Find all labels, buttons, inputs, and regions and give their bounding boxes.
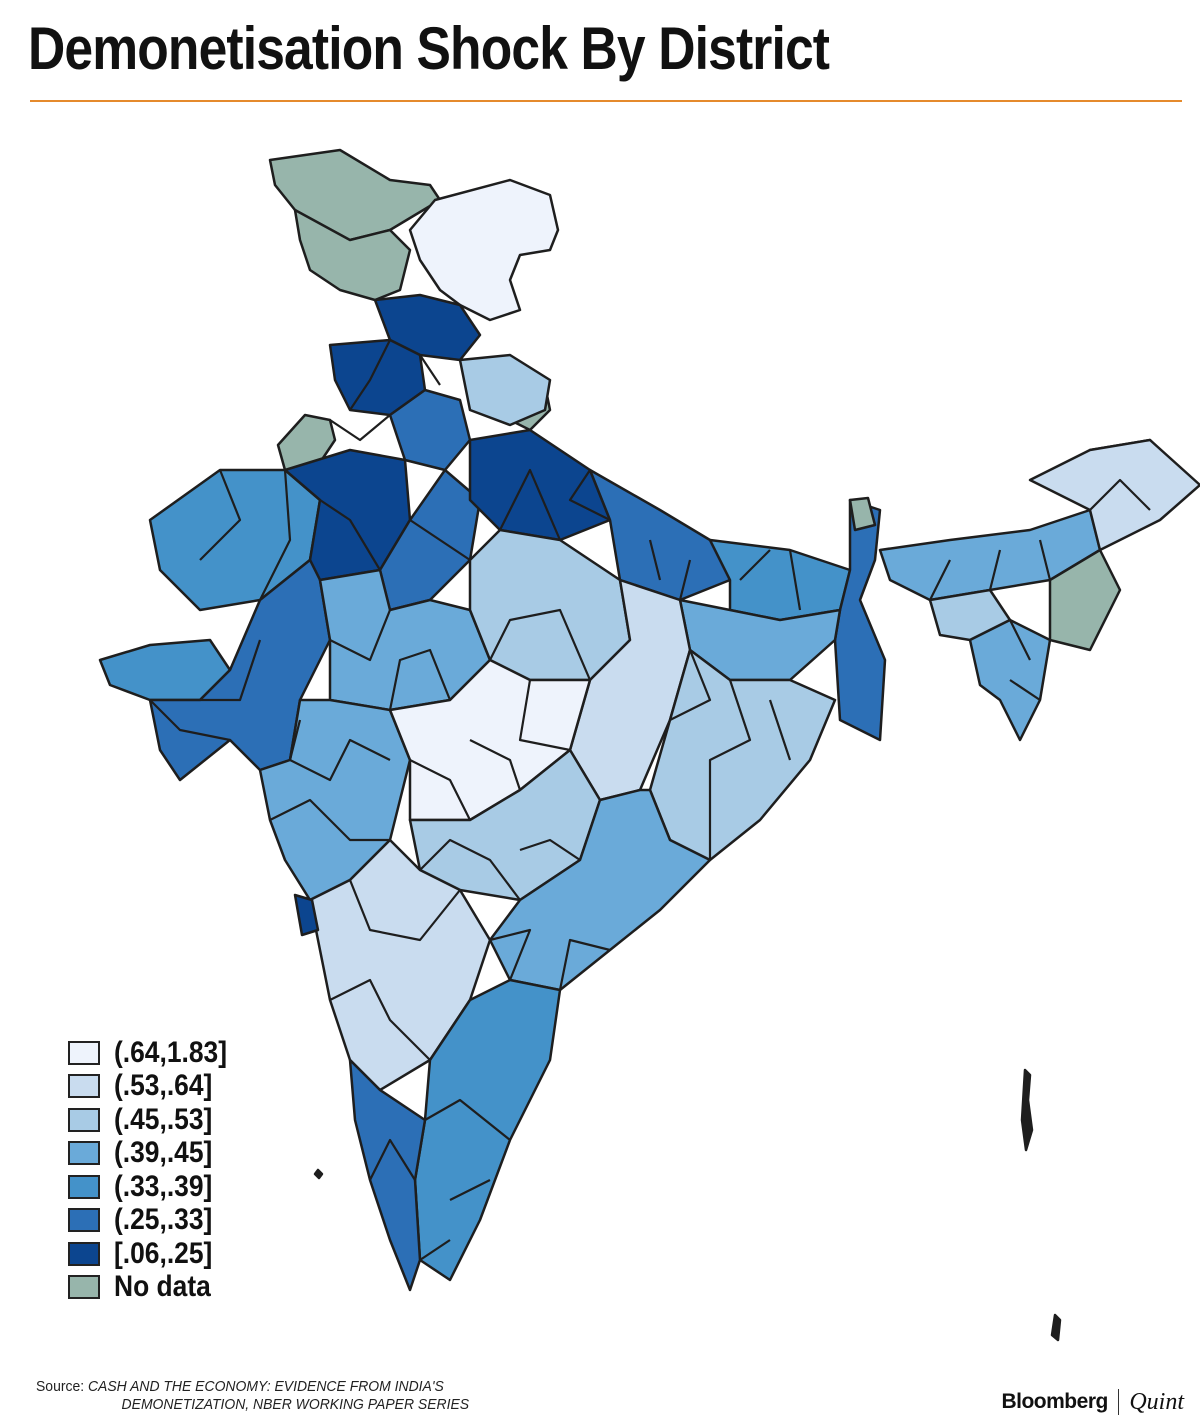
region-jk — [293, 208, 412, 302]
legend-label: (.39,.45] — [114, 1136, 213, 1170]
legend-label: (.33,.39] — [114, 1169, 213, 1203]
legend-swatch — [68, 1107, 100, 1132]
region-maharashtra-west — [258, 698, 412, 902]
region-nicobar-islands — [1050, 1313, 1062, 1342]
region-arunachal — [1028, 438, 1200, 552]
brand-logo: Bloomberg Quint — [1001, 1386, 1184, 1418]
legend-swatch — [68, 1275, 100, 1300]
region-up-east — [588, 468, 732, 602]
map-legend: (.64,1.83] (.53,.64] (.45,.53] (.39,.45] (.3… — [68, 1036, 298, 1304]
legend-label: (.25,.33] — [114, 1203, 213, 1237]
legend-swatch — [68, 1241, 100, 1266]
india-district-map — [98, 148, 1200, 1342]
title-divider — [30, 100, 1182, 102]
legend-item: (.64,1.83] — [68, 1036, 298, 1070]
legend-item: No data — [68, 1270, 298, 1305]
source-line-2: DEMONETIZATION, NBER WORKING PAPER SERIE… — [121, 1396, 470, 1413]
source-lead: Source: — [36, 1378, 85, 1395]
region-nagaland-manipur — [1048, 548, 1122, 652]
region-andaman-islands — [1020, 1068, 1034, 1152]
region-goa — [293, 893, 320, 937]
legend-swatch — [68, 1174, 100, 1199]
region-karnataka — [308, 838, 492, 1092]
lightest-regions — [408, 178, 560, 322]
map-title: Demonetisation Shock By District — [28, 15, 830, 82]
region-mp-east — [468, 528, 632, 682]
legend-item: (.39,.45] — [68, 1136, 298, 1171]
legend-label: No data — [114, 1270, 211, 1304]
legend-swatch — [68, 1040, 100, 1065]
district-boundary-lines — [149, 339, 1151, 1261]
source-line-1: CASH AND THE ECONOMY: EVIDENCE FROM INDI… — [87, 1378, 444, 1395]
source-note: Source: CASH AND THE ECONOMY: EVIDENCE F… — [36, 1378, 473, 1414]
islands — [313, 1068, 1062, 1342]
district-boundaries — [149, 339, 1151, 1261]
legend-swatch — [68, 1074, 100, 1099]
region-gujarat — [148, 558, 332, 782]
region-sikkim — [848, 496, 877, 532]
brand-name-bloomberg: Bloomberg — [1001, 1390, 1108, 1413]
legend-label: (.53,.64] — [114, 1069, 213, 1103]
brand-divider — [1117, 1389, 1120, 1415]
region-up-west — [468, 428, 612, 542]
brand-name-quint: Quint — [1129, 1388, 1184, 1415]
region-odisha — [648, 648, 837, 862]
region-lakshadweep — [313, 1168, 324, 1180]
legend-item: (.33,.39] — [68, 1170, 298, 1204]
legend-label: (.64,1.83] — [114, 1035, 228, 1069]
legend-item: (.53,.64] — [68, 1069, 298, 1104]
legend-item: (.45,.53] — [68, 1103, 298, 1137]
legend-label: [.06,.25] — [114, 1236, 213, 1270]
region-kerala — [348, 1058, 427, 1292]
region-west-bengal — [833, 498, 887, 742]
legend-swatch — [68, 1208, 100, 1233]
region-uttarakhand — [458, 353, 552, 427]
mainland-districts — [98, 208, 1200, 1292]
region-bihar — [708, 538, 852, 622]
legend-item: (.25,.33] — [68, 1203, 298, 1238]
legend-item: [.06,.25] — [68, 1237, 298, 1271]
legend-swatch — [68, 1141, 100, 1166]
legend-label: (.45,.53] — [114, 1102, 213, 1136]
region-ladakh — [408, 178, 560, 322]
